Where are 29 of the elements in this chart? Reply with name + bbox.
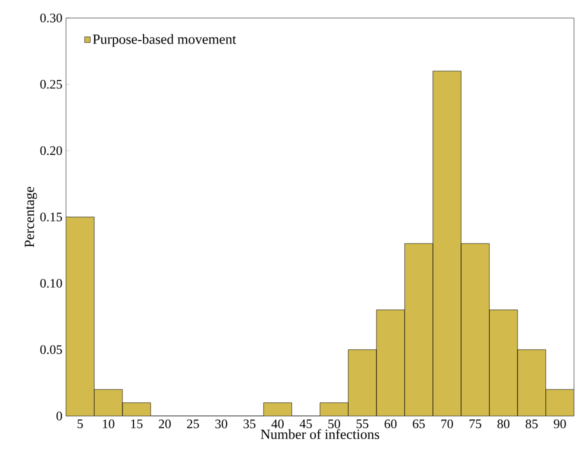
- x-tick-label: 10: [103, 420, 114, 428]
- x-tick-label: 45: [300, 420, 312, 428]
- x-tick-label: 60: [384, 420, 397, 428]
- x-tick-label: 40: [271, 420, 284, 428]
- x-tick-label: 70: [441, 420, 453, 428]
- y-tick-label: 0.25: [40, 80, 62, 89]
- y-tick-label: 0: [56, 412, 62, 420]
- x-tick-label: 75: [470, 420, 482, 428]
- legend-label: Purpose-based movement: [92, 34, 236, 47]
- x-tick-label: 15: [131, 420, 143, 428]
- x-tick-label: 80: [497, 420, 510, 428]
- y-tick-label: 0.10: [40, 278, 62, 288]
- y-tick-label: 0.30: [40, 14, 62, 22]
- y-tick-label: 0.05: [40, 345, 62, 354]
- x-tick-label: 85: [526, 420, 538, 428]
- x-tick-label: 20: [158, 420, 171, 428]
- x-axis-title: Number of infections: [260, 429, 380, 440]
- y-tick-label: 0.20: [40, 146, 62, 156]
- x-tick-label: 25: [187, 420, 199, 428]
- x-tick-label: 90: [554, 420, 566, 428]
- x-tick-label: 30: [215, 420, 228, 428]
- x-tick-label: 65: [412, 420, 425, 428]
- y-tick-label: 0.15: [40, 212, 62, 222]
- x-tick-label: 55: [356, 420, 368, 428]
- y-axis-title: Percentage: [24, 186, 37, 248]
- bar: [264, 402, 292, 416]
- x-tick-label: 5: [78, 420, 83, 428]
- x-tick-label: 50: [328, 420, 340, 428]
- x-tick-label: 35: [244, 420, 256, 428]
